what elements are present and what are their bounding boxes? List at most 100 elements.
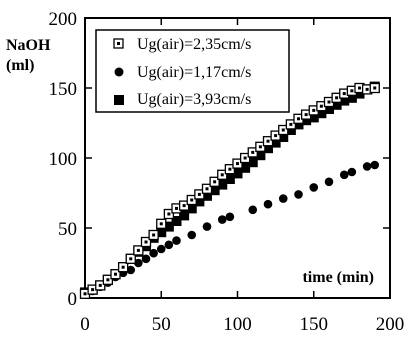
data-point-open-square bbox=[239, 152, 251, 164]
data-point-open-square bbox=[178, 200, 190, 211]
x-tick-label: 0 bbox=[80, 314, 90, 335]
data-point-open-square bbox=[186, 194, 197, 206]
data-point-open-square bbox=[201, 183, 213, 194]
data-point-open-square bbox=[270, 130, 281, 141]
x-tick-label: 50 bbox=[152, 314, 171, 335]
y-tick-label: 150 bbox=[49, 79, 78, 100]
data-point-filled-circle bbox=[362, 162, 372, 171]
data-point-filled-circle bbox=[294, 190, 303, 199]
data-point-filled-square bbox=[270, 137, 281, 148]
data-point-filled-circle bbox=[187, 230, 197, 240]
legend: Ug(air)=2,35cm/s Ug(air)=1,17cm/s Ug(air… bbox=[95, 29, 290, 113]
data-point-filled-square bbox=[163, 221, 174, 232]
legend-box bbox=[95, 29, 290, 113]
data-point-open-square bbox=[95, 280, 106, 291]
y-axis-label-line2: (ml) bbox=[6, 57, 34, 74]
data-point-filled-square bbox=[240, 162, 251, 173]
data-point-filled-circle bbox=[309, 183, 319, 192]
data-point-filled-circle bbox=[225, 212, 235, 222]
legend-label-series-3: Ug(air)=3,93cm/s bbox=[137, 91, 251, 108]
data-point-open-square bbox=[369, 82, 380, 94]
data-point-filled-circle bbox=[126, 265, 136, 275]
data-point-filled-square bbox=[339, 95, 350, 106]
legend-marker-filled-circle bbox=[114, 67, 124, 77]
data-point-filled-circle bbox=[370, 160, 380, 170]
y-axis-label-line1: NaOH bbox=[6, 37, 51, 54]
legend-marker-filled-square bbox=[114, 95, 124, 105]
data-point-filled-square bbox=[224, 174, 235, 184]
y-tick-label: 100 bbox=[49, 149, 78, 170]
data-point-open-square bbox=[255, 141, 266, 152]
data-point-filled-square bbox=[308, 112, 319, 123]
legend-label-series-1: Ug(air)=2,35cm/s bbox=[137, 36, 251, 53]
data-point-filled-square bbox=[316, 108, 327, 119]
data-point-open-square bbox=[133, 245, 144, 256]
data-point-filled-circle bbox=[156, 244, 166, 254]
legend-entry-1: Ug(air)=2,35cm/s bbox=[113, 36, 251, 53]
data-point-filled-circle bbox=[149, 248, 158, 258]
data-point-filled-square bbox=[217, 179, 228, 190]
x-tick-label: 200 bbox=[376, 314, 405, 335]
legend-marker-open-square-dot bbox=[117, 42, 120, 45]
legend-entry-2: Ug(air)=1,17cm/s bbox=[114, 64, 251, 81]
data-point-open-square bbox=[262, 136, 274, 147]
data-point-filled-square bbox=[194, 196, 205, 207]
data-point-filled-circle bbox=[164, 240, 174, 250]
y-tick-label: 200 bbox=[49, 9, 78, 30]
data-point-filled-square bbox=[202, 190, 212, 201]
data-point-open-square bbox=[125, 253, 136, 264]
data-point-filled-square bbox=[346, 92, 357, 103]
data-point-filled-square bbox=[156, 227, 167, 238]
x-axis-label: time (min) bbox=[302, 269, 374, 286]
data-marks bbox=[79, 81, 380, 299]
data-point-open-square bbox=[217, 169, 228, 180]
data-point-filled-square bbox=[263, 143, 273, 154]
data-point-open-square bbox=[110, 269, 121, 280]
data-point-open-square bbox=[163, 208, 175, 220]
data-point-filled-square bbox=[209, 185, 220, 196]
data-point-filled-circle bbox=[347, 167, 357, 177]
data-point-filled-square bbox=[293, 119, 304, 130]
data-point-open-square bbox=[209, 176, 220, 187]
x-tick-label: 100 bbox=[223, 314, 252, 335]
data-point-filled-circle bbox=[172, 236, 181, 245]
data-point-filled-circle bbox=[339, 170, 349, 180]
data-point-open-square bbox=[224, 164, 236, 175]
data-point-open-square bbox=[148, 229, 159, 241]
data-point-filled-circle bbox=[134, 258, 143, 268]
y-tick-label: 0 bbox=[68, 289, 78, 310]
data-point-filled-circle bbox=[141, 254, 151, 264]
legend-label-series-2: Ug(air)=1,17cm/s bbox=[137, 64, 251, 81]
data-point-filled-square bbox=[179, 210, 190, 221]
y-tick-label: 50 bbox=[58, 219, 77, 240]
data-point-filled-square bbox=[232, 168, 243, 179]
data-point-filled-circle bbox=[217, 215, 227, 224]
data-point-open-square bbox=[102, 274, 114, 285]
data-point-filled-circle bbox=[248, 205, 258, 215]
data-point-filled-square bbox=[171, 216, 182, 226]
data-point-filled-circle bbox=[278, 194, 288, 203]
data-point-filled-circle bbox=[324, 177, 334, 187]
data-point-open-square bbox=[140, 236, 152, 248]
data-point-filled-square bbox=[255, 150, 266, 161]
data-point-open-square bbox=[117, 262, 129, 273]
data-point-filled-square bbox=[186, 203, 197, 214]
data-point-filled-square bbox=[278, 132, 289, 142]
data-point-filled-square bbox=[285, 125, 296, 135]
data-point-open-square bbox=[285, 119, 297, 130]
data-point-open-square bbox=[247, 147, 258, 158]
data-point-open-square bbox=[194, 189, 205, 200]
x-tick-label: 150 bbox=[300, 314, 329, 335]
data-point-filled-circle bbox=[202, 222, 212, 231]
axis-ticks: 0 50 100 150 200 0 50 100 150 200 bbox=[49, 9, 405, 335]
data-point-filled-square bbox=[354, 88, 365, 99]
data-point-filled-square bbox=[247, 157, 258, 168]
data-point-filled-square bbox=[324, 104, 334, 114]
legend-entry-3: Ug(air)=3,93cm/s bbox=[114, 91, 251, 108]
data-point-open-square bbox=[232, 158, 243, 169]
data-point-open-square bbox=[156, 218, 167, 229]
data-point-filled-square bbox=[331, 99, 342, 110]
data-point-open-square bbox=[278, 124, 289, 136]
data-point-filled-square bbox=[301, 115, 312, 126]
